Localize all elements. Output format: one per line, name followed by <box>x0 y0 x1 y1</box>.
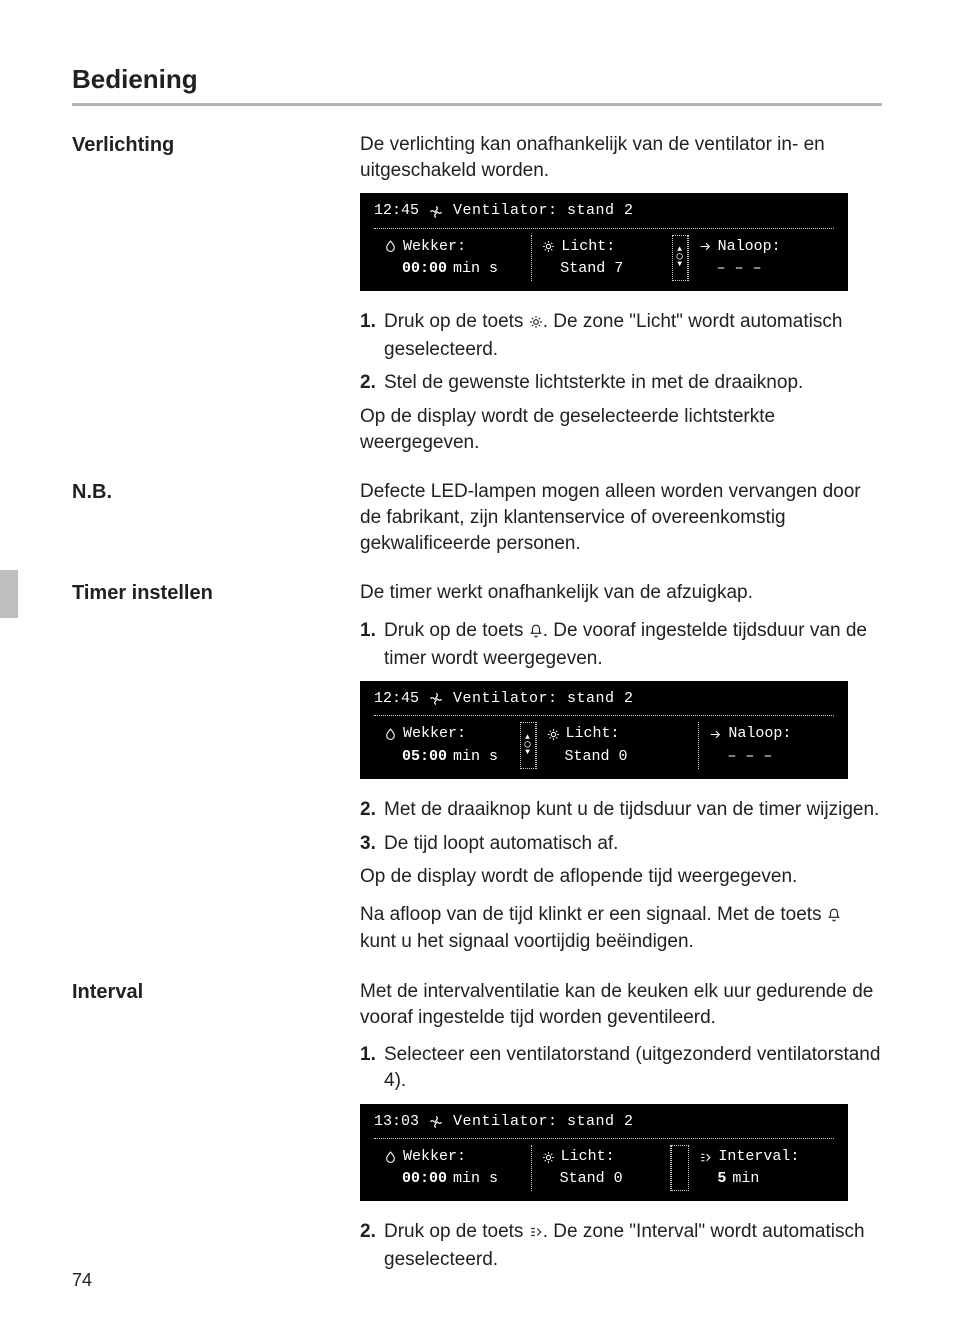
fan-icon <box>429 692 443 706</box>
naloop-val: – – – <box>717 259 762 279</box>
wekker-unit: min s <box>453 259 498 279</box>
disp-time: 12:45 <box>374 201 419 221</box>
disp-top-text: Ventilator: stand 2 <box>453 689 634 709</box>
wekker-unit: min s <box>453 747 498 767</box>
fan-icon <box>429 1115 443 1129</box>
interval-icon <box>529 1221 543 1247</box>
page-number: 74 <box>72 1268 92 1292</box>
wekker-unit: min s <box>453 1169 498 1189</box>
verlichting-step2: Stel de gewenste lichtsterkte in met de … <box>384 370 882 396</box>
wekker-val: 00:00 <box>402 259 447 279</box>
licht-label: Licht: <box>561 1147 615 1167</box>
wekker-val: 05:00 <box>402 747 447 767</box>
alarm-icon <box>384 1151 397 1164</box>
step-number: 1. <box>360 309 384 362</box>
interval-val: 5 <box>717 1169 726 1189</box>
section-heading-timer: Timer instellen <box>72 580 360 607</box>
section-heading-nb: N.B. <box>72 479 360 506</box>
title-rule <box>72 103 882 106</box>
naloop-val: – – – <box>727 747 772 767</box>
disp-time: 12:45 <box>374 689 419 709</box>
interval-step2: Druk op de toets . De zone "Interval" wo… <box>384 1219 882 1272</box>
interval-step1: Selecteer een ventilatorstand (uitgezond… <box>384 1042 882 1093</box>
wekker-val: 00:00 <box>402 1169 447 1189</box>
licht-val: Stand 0 <box>560 1169 623 1189</box>
step-number: 1. <box>360 1042 384 1093</box>
step-number: 1. <box>360 618 384 671</box>
disp-time: 13:03 <box>374 1112 419 1132</box>
light-icon <box>529 311 543 337</box>
verlichting-step1: Druk op de toets . De zone "Licht" wordt… <box>384 309 882 362</box>
run-on-icon <box>709 728 722 741</box>
light-icon <box>542 1151 555 1164</box>
display-panel-interval: 13:03 Ventilator: stand 2 Wekker: 00:00 … <box>360 1104 848 1202</box>
step-number: 2. <box>360 797 384 823</box>
step-number: 3. <box>360 831 384 857</box>
timer-step3: De tijd loopt automatisch af. <box>384 831 882 857</box>
licht-label: Licht: <box>566 724 620 744</box>
bell-icon <box>529 620 543 646</box>
selection-indicator: ▲◯▼ <box>520 722 536 769</box>
page-title: Bediening <box>72 62 882 97</box>
verlichting-post: Op de display wordt de geselecteerde lic… <box>360 404 882 455</box>
nb-text: Defecte LED-lampen mogen alleen worden v… <box>360 479 882 556</box>
interval-label: Interval: <box>718 1147 799 1167</box>
disp-top-text: Ventilator: stand 2 <box>453 201 634 221</box>
section-heading-verlichting: Verlichting <box>72 132 360 159</box>
interval-icon <box>699 1151 712 1164</box>
bell-icon <box>827 904 841 930</box>
wekker-label: Wekker: <box>403 724 466 744</box>
step-number: 2. <box>360 1219 384 1272</box>
light-icon <box>542 240 555 253</box>
wekker-label: Wekker: <box>403 1147 466 1167</box>
licht-val: Stand 7 <box>560 259 623 279</box>
timer-step1: Druk op de toets . De vooraf ingestelde … <box>384 618 882 671</box>
interval-intro: Met de intervalventilatie kan de keuken … <box>360 979 882 1030</box>
naloop-label: Naloop: <box>728 724 791 744</box>
licht-label: Licht: <box>561 237 615 257</box>
selection-indicator: ▲ <box>671 1145 689 1192</box>
selection-indicator: ▲◯▼ <box>672 235 688 282</box>
timer-post1: Op de display wordt de aflopende tijd we… <box>360 864 882 890</box>
timer-intro: De timer werkt onafhankelijk van de afzu… <box>360 580 882 606</box>
alarm-icon <box>384 240 397 253</box>
wekker-label: Wekker: <box>403 237 466 257</box>
step-number: 2. <box>360 370 384 396</box>
alarm-icon <box>384 728 397 741</box>
fan-icon <box>429 205 443 219</box>
verlichting-intro: De verlichting kan onafhankelijk van de … <box>360 132 882 183</box>
timer-step2: Met de draaiknop kunt u de tijdsduur van… <box>384 797 882 823</box>
licht-val: Stand 0 <box>565 747 628 767</box>
page-edge-tab <box>0 570 18 618</box>
light-icon <box>547 728 560 741</box>
timer-post2: Na afloop van de tijd klinkt er een sign… <box>360 902 882 955</box>
section-heading-interval: Interval <box>72 979 360 1006</box>
run-on-icon <box>699 240 712 253</box>
display-panel-timer: 12:45 Ventilator: stand 2 Wekker: 05:00 … <box>360 681 848 779</box>
display-panel-verlichting: 12:45 Ventilator: stand 2 Wekker: 00:00 … <box>360 193 848 291</box>
naloop-label: Naloop: <box>718 237 781 257</box>
disp-top-text: Ventilator: stand 2 <box>453 1112 634 1132</box>
interval-unit: min <box>732 1169 759 1189</box>
